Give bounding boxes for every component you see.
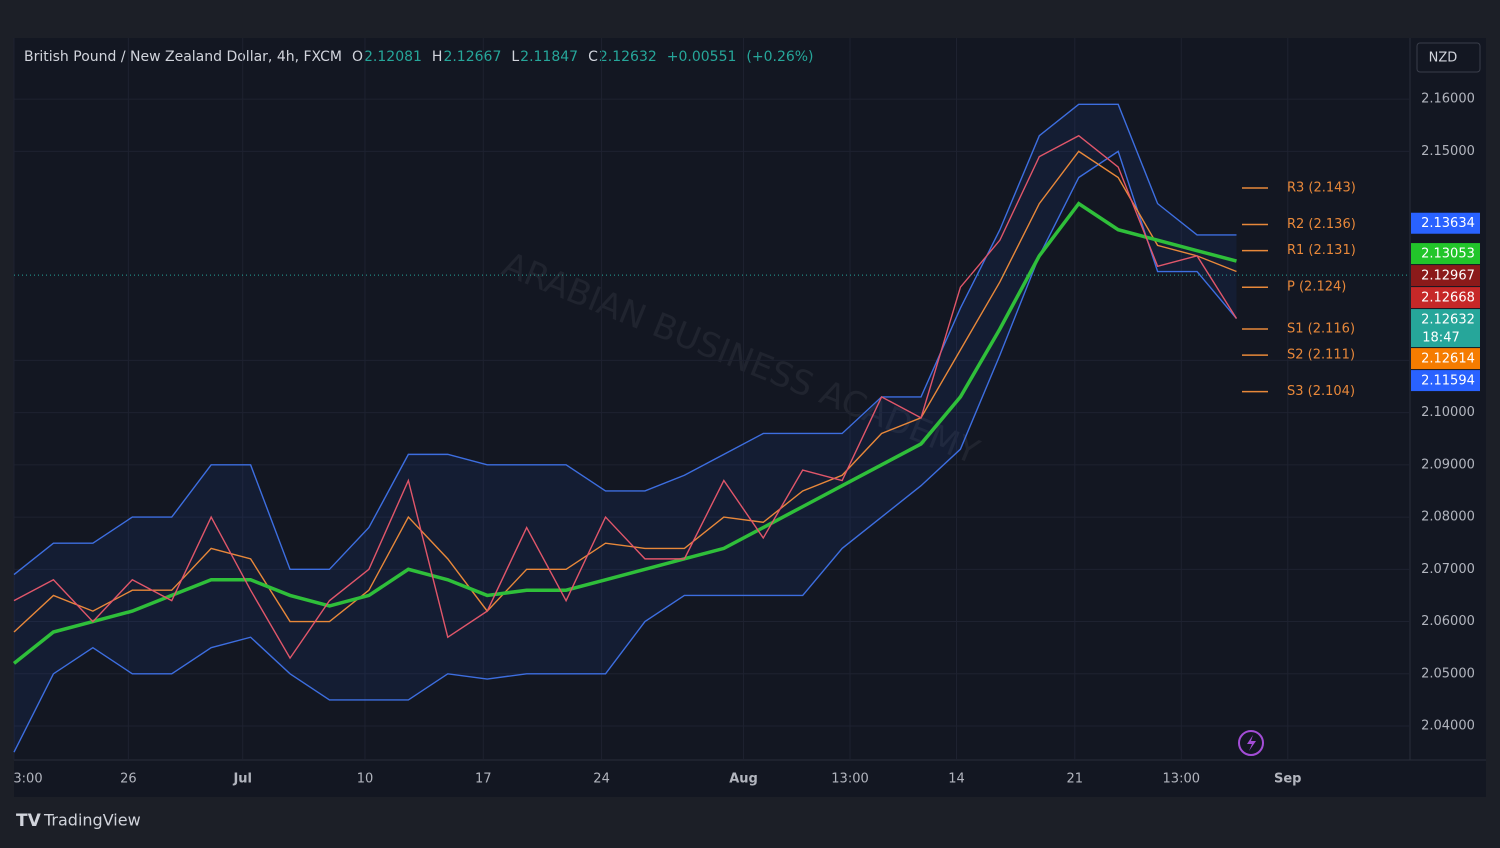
x-tick-label: Jul <box>232 772 252 787</box>
x-tick-label: 21 <box>1067 772 1084 787</box>
pivot-label: R3 (2.143) <box>1287 180 1356 195</box>
y-tick-label: 2.10000 <box>1421 405 1475 420</box>
price-badge-label: 2.13634 <box>1421 216 1475 231</box>
price-badge-label: 2.12614 <box>1421 352 1475 367</box>
ohlc-value: 2.12632 <box>599 49 657 65</box>
alert-icon[interactable] <box>1238 730 1264 756</box>
x-tick-label: 14 <box>948 772 965 787</box>
y-tick-label: 2.06000 <box>1421 614 1475 629</box>
series-line <box>13 103 1237 576</box>
legend-header: British Pound / New Zealand Dollar, 4h, … <box>24 49 814 65</box>
currency-label[interactable]: NZD <box>1429 51 1458 66</box>
currency-button[interactable] <box>1416 42 1481 73</box>
price-badge-label: 2.11594 <box>1421 374 1475 389</box>
y-tick-label: 2.04000 <box>1421 719 1475 734</box>
price-badge <box>1411 212 1480 234</box>
logo: TV <box>16 811 42 831</box>
pivot-label: R2 (2.136) <box>1287 217 1356 232</box>
y-tick-label: 2.15000 <box>1421 144 1475 159</box>
x-tick-label: Aug <box>729 772 758 787</box>
x-tick-label: 13:00 <box>1163 772 1200 787</box>
price-badge <box>1411 287 1480 309</box>
y-tick-label: 2.16000 <box>1421 92 1475 107</box>
x-tick-label: 3:00 <box>13 772 42 787</box>
x-tick-label: 17 <box>475 772 492 787</box>
ohlc-label: H <box>432 49 443 65</box>
price-badge <box>1411 348 1480 370</box>
footer-brand: TradingView <box>43 811 141 830</box>
pivot-label: S3 (2.104) <box>1287 384 1355 399</box>
series-line <box>13 134 1238 660</box>
price-countdown: 18:47 <box>1422 331 1459 346</box>
ohlc-value: 2.12081 <box>364 49 422 65</box>
pivot-label: R1 (2.131) <box>1287 243 1356 258</box>
price-badge <box>1411 243 1480 265</box>
pivot-label: P (2.124) <box>1287 280 1346 295</box>
price-badge <box>1411 309 1480 348</box>
y-tick-label: 2.05000 <box>1421 666 1475 681</box>
ohlc-label: L <box>511 49 519 65</box>
ohlc-value: 2.11847 <box>520 49 578 65</box>
price-badge-label: 2.13053 <box>1421 247 1475 262</box>
alert-bolt <box>1247 735 1256 751</box>
ohlc-label: O <box>352 49 363 65</box>
series-line <box>13 150 1237 633</box>
x-tick-label: 24 <box>593 772 610 787</box>
chart-background <box>14 38 1486 797</box>
ohlc-value: 2.12667 <box>443 49 501 65</box>
change-percent: (+0.26%) <box>746 49 813 65</box>
series-line <box>13 150 1238 753</box>
price-badge-label: 2.12967 <box>1421 269 1475 284</box>
x-tick-label: 13:00 <box>831 772 868 787</box>
symbol-name: British Pound / New Zealand Dollar, 4h, … <box>24 49 342 65</box>
ohlc-label: C <box>588 49 598 65</box>
price-badge <box>1411 370 1480 392</box>
y-tick-label: 2.07000 <box>1421 562 1475 577</box>
series-line <box>12 201 1237 665</box>
x-tick-label: Sep <box>1274 772 1302 787</box>
price-badge-label: 2.12632 <box>1421 313 1475 328</box>
x-tick-label: 26 <box>120 772 137 787</box>
change-value: +0.00551 <box>667 49 737 65</box>
price-badge <box>1411 265 1480 287</box>
x-tick-label: 10 <box>357 772 374 787</box>
y-tick-label: 2.08000 <box>1421 510 1475 525</box>
channel-fill <box>14 104 1237 753</box>
price-badge-label: 2.12668 <box>1421 291 1475 306</box>
pivot-label: S2 (2.111) <box>1287 348 1355 363</box>
pivot-label: S1 (2.116) <box>1287 321 1355 336</box>
y-tick-label: 2.09000 <box>1421 457 1475 472</box>
